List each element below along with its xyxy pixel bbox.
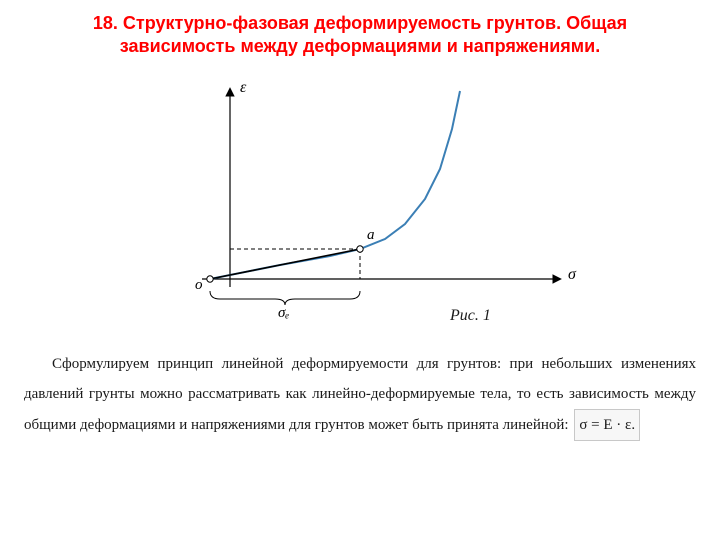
x-axis-label: σ: [568, 266, 576, 284]
title-line-2: зависимость между деформациями и напряже…: [120, 36, 600, 56]
body-paragraph: Сформулируем принцип линейной деформируе…: [20, 349, 700, 441]
page-title: 18. Структурно-фазовая деформируемость г…: [20, 12, 700, 59]
formula-box: σ = E · ε.: [574, 409, 640, 441]
title-line-1: 18. Структурно-фазовая деформируемость г…: [93, 13, 627, 33]
formula-text: σ = E · ε.: [579, 417, 635, 433]
origin-label: o: [195, 277, 203, 294]
figure-caption: Рис. 1: [450, 307, 491, 325]
sigma-e-label: σₑ: [278, 305, 289, 322]
a-point-label: a: [367, 227, 375, 244]
stress-strain-chart: ε σ o a σₑ Рис. 1: [130, 69, 590, 329]
y-axis-label: ε: [240, 79, 246, 97]
